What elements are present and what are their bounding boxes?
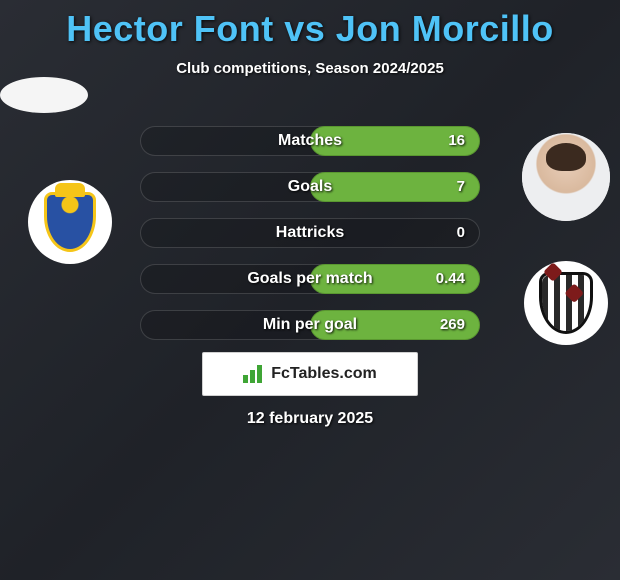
- stat-row: Goals 7: [0, 164, 620, 210]
- stat-row: Min per goal 269: [0, 302, 620, 348]
- stat-label: Matches: [278, 126, 342, 156]
- stat-label: Hattricks: [276, 218, 344, 248]
- stat-value-right: 16: [448, 126, 465, 156]
- stat-value-right: 269: [440, 310, 465, 340]
- date-label: 12 february 2025: [247, 410, 373, 428]
- brand-box[interactable]: FcTables.com: [202, 352, 418, 396]
- stat-value-right: 0: [457, 218, 465, 248]
- page-title: Hector Font vs Jon Morcillo: [0, 0, 620, 50]
- chart-icon: [243, 365, 265, 383]
- stat-row: Goals per match 0.44: [0, 256, 620, 302]
- stat-label: Goals per match: [247, 264, 372, 294]
- brand-label: FcTables.com: [271, 365, 377, 383]
- stat-value-right: 0.44: [436, 264, 465, 294]
- stat-row: Hattricks 0: [0, 210, 620, 256]
- stat-label: Min per goal: [263, 310, 357, 340]
- stat-row: Matches 16: [0, 118, 620, 164]
- player-left-avatar: [0, 77, 88, 113]
- stat-label: Goals: [288, 172, 332, 202]
- stat-bar-right: [310, 172, 480, 202]
- subtitle: Club competitions, Season 2024/2025: [0, 60, 620, 77]
- stats-table: Matches 16 Goals 7 Hattricks 0 Goals per match…: [0, 118, 620, 348]
- stat-value-right: 7: [457, 172, 465, 202]
